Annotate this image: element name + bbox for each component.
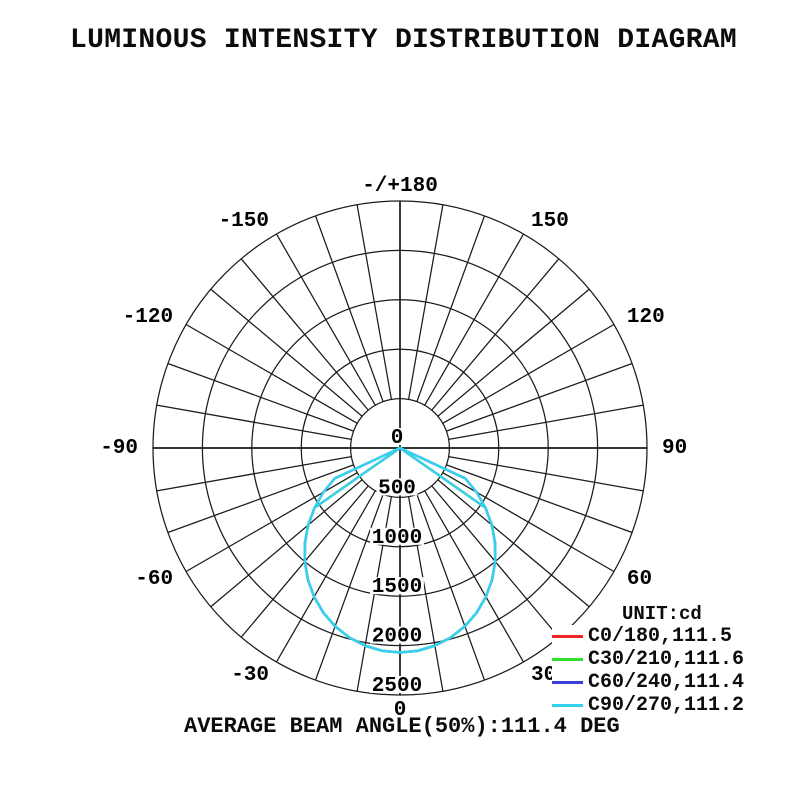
angle-label: -150 — [219, 210, 269, 233]
radial-tick-label: 1000 — [372, 527, 422, 550]
grid-spoke — [275, 490, 376, 663]
grid-spoke — [167, 362, 354, 432]
radial-label-bg — [370, 676, 424, 693]
radial-tick-label: 1500 — [372, 576, 422, 599]
grid-spoke — [437, 288, 590, 417]
grid-spoke — [156, 455, 352, 492]
angle-label: 60 — [627, 568, 652, 591]
radial-tick-label: 2000 — [372, 626, 422, 649]
grid-spoke — [442, 472, 615, 573]
legend-color-line — [552, 635, 583, 638]
legend-color-line — [552, 681, 583, 684]
grid-spoke — [275, 233, 376, 406]
legend-label: C0/180,111.5 — [588, 625, 733, 648]
grid-spoke — [448, 455, 644, 492]
grid-spoke — [407, 204, 444, 400]
radial-label-bg — [370, 527, 424, 545]
legend-unit-label: UNIT:cd — [620, 603, 704, 625]
grid-spoke — [167, 464, 354, 534]
angle-label: 30 — [531, 664, 556, 687]
grid-spoke — [442, 323, 615, 424]
grid-spoke — [314, 494, 384, 681]
legend-color-line — [552, 704, 583, 707]
angle-label: -120 — [123, 306, 173, 329]
grid-spoke — [210, 288, 363, 417]
legend-rows: C0/180,111.5 C30/210,111.6 C60/240,111.4 C9… — [552, 625, 745, 717]
legend-label: C60/240,111.4 — [588, 671, 745, 694]
legend-item: C60/240,111.4 — [552, 671, 745, 694]
grid-spoke — [240, 258, 369, 411]
grid-spoke — [185, 323, 358, 424]
grid-spoke — [431, 258, 560, 411]
grid-spoke — [446, 464, 633, 534]
radial-label-bg — [389, 428, 405, 445]
grid-spoke — [185, 472, 358, 573]
grid-spoke — [446, 362, 633, 432]
radial-tick-label: 2500 — [372, 675, 422, 698]
angle-label: 150 — [531, 210, 569, 233]
angle-label: -60 — [135, 568, 173, 591]
grid-spoke — [424, 233, 525, 406]
legend-item: C90/270,111.2 — [552, 694, 745, 717]
beam-angle-footer: AVERAGE BEAM ANGLE(50%):111.4 DEG — [184, 714, 620, 739]
angle-label: 90 — [662, 437, 687, 460]
legend-item: C30/210,111.6 — [552, 648, 745, 671]
legend-color-line — [552, 658, 583, 661]
angle-label: 0 — [394, 699, 407, 722]
legend: UNIT:cd C0/180,111.5 C30/210,111.6 C60/240… — [552, 603, 745, 717]
grid-spoke — [416, 494, 486, 681]
grid-spoke — [448, 404, 644, 441]
radial-tick-label: 500 — [378, 477, 416, 500]
grid-spoke — [424, 490, 525, 663]
angle-label: 120 — [627, 306, 665, 329]
intensity-curve-c90-270 — [303, 446, 497, 654]
legend-label: C30/210,111.6 — [588, 648, 745, 671]
angle-label: -30 — [231, 664, 269, 687]
legend-item: C0/180,111.5 — [552, 625, 745, 648]
grid-spoke — [437, 479, 590, 608]
grid-spoke — [156, 404, 352, 441]
radial-tick-label: 0 — [391, 427, 404, 450]
radial-label-bg — [370, 577, 424, 595]
radial-label-bg — [376, 478, 418, 496]
angle-label: -/+180 — [362, 175, 438, 198]
legend-label: C90/270,111.2 — [588, 694, 745, 717]
grid-spoke — [210, 479, 363, 608]
angle-label: -90 — [100, 437, 138, 460]
grid-spoke — [314, 215, 384, 402]
grid-spoke — [416, 215, 486, 402]
grid-spoke — [356, 204, 393, 400]
radial-label-bg — [370, 626, 424, 644]
chart-title: LUMINOUS INTENSITY DISTRIBUTION DIAGRAM — [70, 25, 738, 56]
